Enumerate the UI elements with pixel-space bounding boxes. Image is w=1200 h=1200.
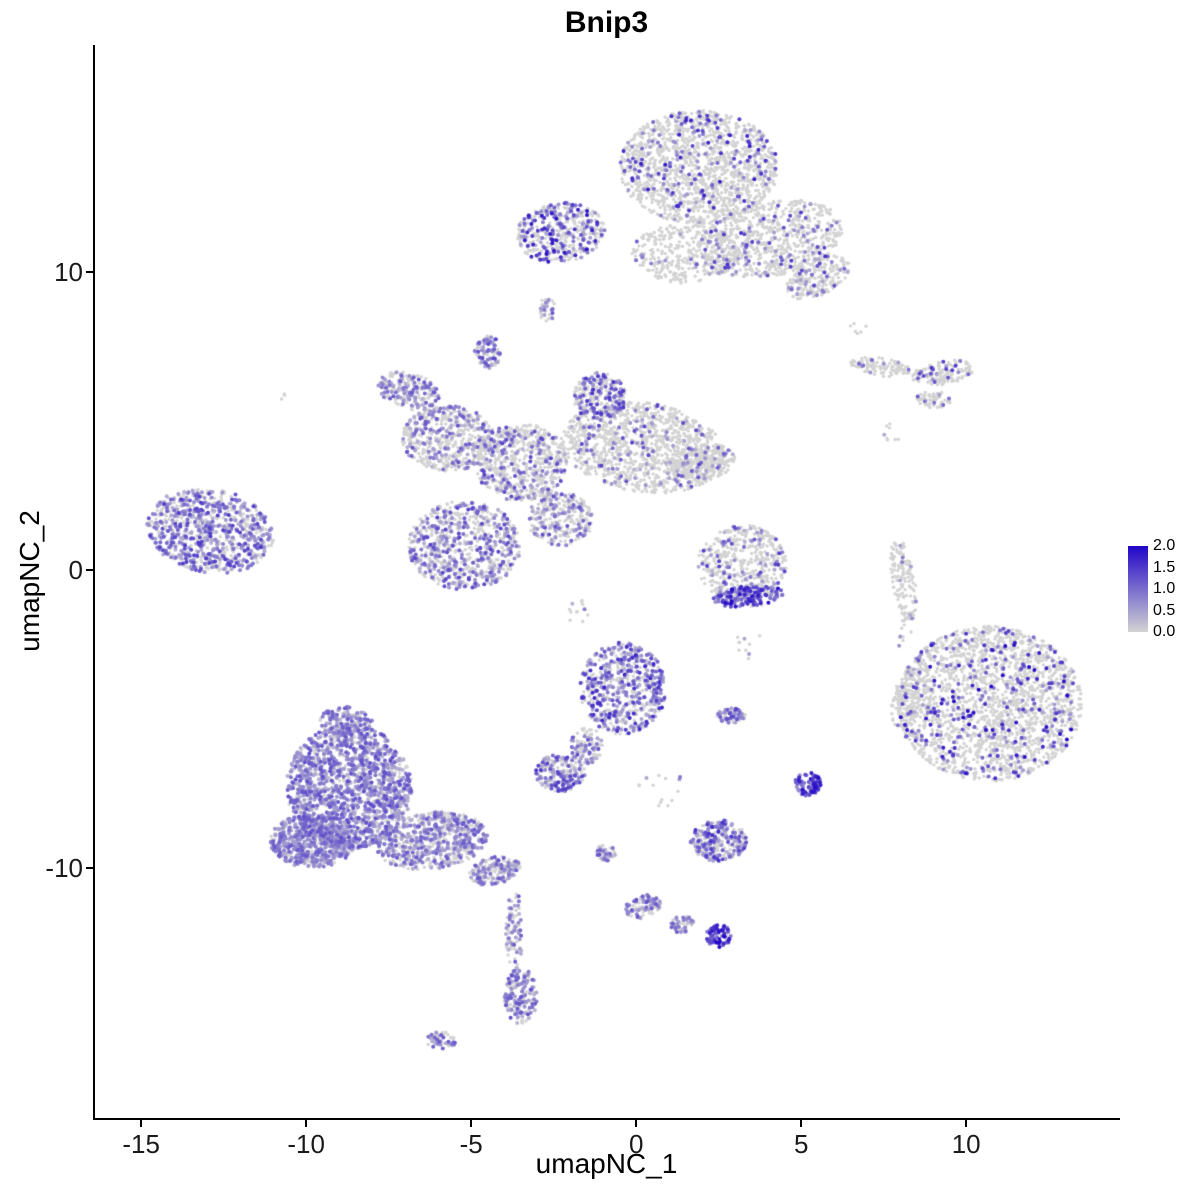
x-tick-mark [305,1120,308,1127]
legend-tick-label: 1.5 [1153,558,1176,576]
y-tick-mark [86,270,93,273]
x-tick-label: 10 [951,1129,981,1159]
x-axis-title: umapNC_1 [535,1148,678,1179]
x-tick-mark [470,1120,473,1127]
y-tick-label: 10 [54,256,83,287]
x-tick-label: 0 [628,1129,644,1159]
x-tick-mark [140,1120,143,1127]
x-tick-label: -10 [287,1129,325,1159]
x-tick-label: -15 [122,1129,160,1159]
plot-title: Bnip3 [564,6,649,39]
y-tick-mark [86,866,93,869]
x-tick-mark [965,1120,968,1127]
scatter-canvas [95,45,1118,1118]
y-axis-line [93,45,95,1120]
y-tick-mark [86,568,93,571]
legend-tick-label: 1.0 [1153,580,1176,597]
x-tick-mark [800,1120,803,1127]
x-tick-mark [635,1120,638,1127]
x-tick-label: -5 [459,1129,483,1159]
legend-tick-label: 0.0 [1153,623,1176,640]
legend-tick-label: 0.5 [1153,601,1176,619]
legend-gradient-bar [1128,546,1148,632]
x-axis-line [93,1118,1120,1120]
legend-tick-label: 2.0 [1153,537,1176,554]
x-tick-label: 5 [793,1129,809,1159]
y-tick-label: 0 [68,554,83,585]
y-tick-label: -10 [45,852,83,883]
